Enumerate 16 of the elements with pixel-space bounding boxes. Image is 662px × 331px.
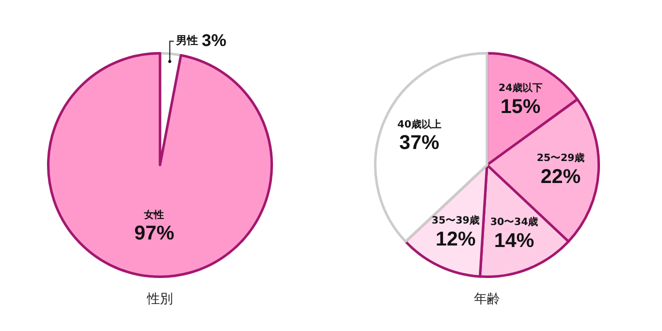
data-label: 97% (134, 222, 174, 245)
slice-label: 女性 (143, 208, 164, 221)
slice-label: 40歳以上 (397, 118, 442, 130)
data-label: 3% (202, 30, 226, 50)
text: 年齢 (473, 291, 501, 308)
data-label: 22% (540, 166, 581, 188)
data-label: 15% (500, 96, 541, 118)
slice-label: 25〜29歳 (536, 152, 585, 164)
slice-label: 男性 (174, 34, 198, 48)
data-label: 37% (399, 132, 440, 154)
text: 性別 (146, 291, 174, 308)
slice-label: 35〜39歳 (432, 214, 480, 226)
slice-label: 24歳以下 (498, 82, 542, 94)
slice-label: 30〜34歳 (490, 216, 538, 228)
data-label: 12% (436, 228, 476, 250)
data-label: 14% (494, 230, 534, 252)
